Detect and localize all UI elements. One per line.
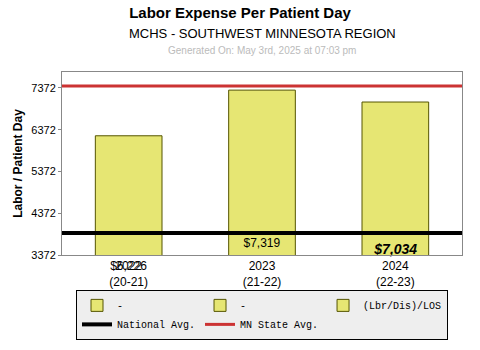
svg-text:$7,319: $7,319 <box>243 236 280 250</box>
svg-text:Generated On: May 3rd, 2025 at: Generated On: May 3rd, 2025 at 07:03 pm <box>168 45 356 56</box>
svg-text:2024(22-23): 2024(22-23) <box>376 259 415 289</box>
svg-text:-: - <box>117 301 123 312</box>
svg-text:National Avg.: National Avg. <box>117 320 195 331</box>
svg-text:-: - <box>240 301 246 312</box>
svg-text:$7,034: $7,034 <box>373 241 417 257</box>
svg-text:(Lbr/Dis)/LOS: (Lbr/Dis)/LOS <box>363 301 441 312</box>
svg-text:5372: 5372 <box>31 165 55 177</box>
svg-text:MCHS - SOUTHWEST MINNESOTA REG: MCHS - SOUTHWEST MINNESOTA REGION <box>129 26 396 41</box>
svg-text:6372: 6372 <box>31 124 55 136</box>
svg-text:$6,226: $6,226 <box>110 259 147 273</box>
svg-text:3372: 3372 <box>31 249 55 261</box>
svg-text:7372: 7372 <box>31 82 55 94</box>
svg-text:MN State Avg.: MN State Avg. <box>240 320 318 331</box>
svg-text:4372: 4372 <box>31 207 55 219</box>
svg-text:Labor Expense Per Patient Day: Labor Expense Per Patient Day <box>129 4 351 21</box>
svg-text:2022(20-21): 2022(20-21) <box>109 259 148 289</box>
svg-text:Labor / Patient Day: Labor / Patient Day <box>11 109 25 218</box>
svg-text:2023(21-22): 2023(21-22) <box>243 259 282 289</box>
